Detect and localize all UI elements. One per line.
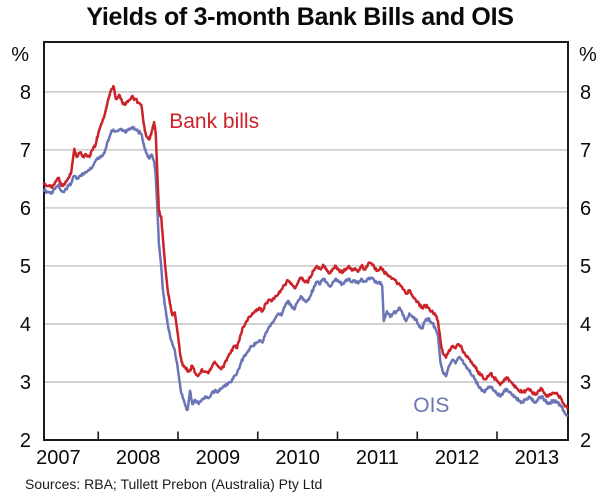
x-year-label: 2010 bbox=[275, 447, 320, 469]
bank-bills-line bbox=[42, 84, 569, 410]
source-note: Sources: RBA; Tullett Prebon (Australia)… bbox=[25, 476, 323, 492]
y-tick-label-right: 7 bbox=[580, 140, 591, 162]
x-year-label: 2013 bbox=[515, 447, 560, 469]
y-axis-unit-left: % bbox=[11, 44, 29, 66]
y-tick-label-right: 5 bbox=[580, 256, 591, 278]
bank-bills-label: Bank bills bbox=[169, 110, 259, 133]
x-year-label: 2012 bbox=[435, 447, 480, 469]
y-tick-label-left: 2 bbox=[20, 430, 31, 452]
ois-line bbox=[42, 125, 569, 417]
x-year-label: 2007 bbox=[36, 447, 81, 469]
x-year-label: 2011 bbox=[356, 447, 399, 469]
y-tick-label-left: 3 bbox=[20, 372, 31, 394]
y-tick-label-right: 6 bbox=[580, 198, 591, 220]
y-tick-label-left: 7 bbox=[20, 140, 31, 162]
y-tick-label-left: 4 bbox=[20, 314, 31, 336]
y-tick-label-right: 8 bbox=[580, 82, 591, 104]
y-tick-label-right: 4 bbox=[580, 314, 591, 336]
y-tick-label-right: 3 bbox=[580, 372, 591, 394]
y-tick-label-left: 8 bbox=[20, 82, 31, 104]
x-year-label: 2008 bbox=[116, 447, 161, 469]
y-tick-label-left: 5 bbox=[20, 256, 31, 278]
y-axis-unit-right: % bbox=[579, 44, 597, 66]
ois-label: OIS bbox=[413, 394, 449, 417]
y-tick-label-left: 6 bbox=[20, 198, 31, 220]
chart-title: Yields of 3-month Bank Bills and OIS bbox=[86, 3, 514, 31]
x-year-label: 2009 bbox=[196, 447, 241, 469]
plot-border bbox=[43, 41, 569, 441]
y-tick-label-right: 2 bbox=[580, 430, 591, 452]
